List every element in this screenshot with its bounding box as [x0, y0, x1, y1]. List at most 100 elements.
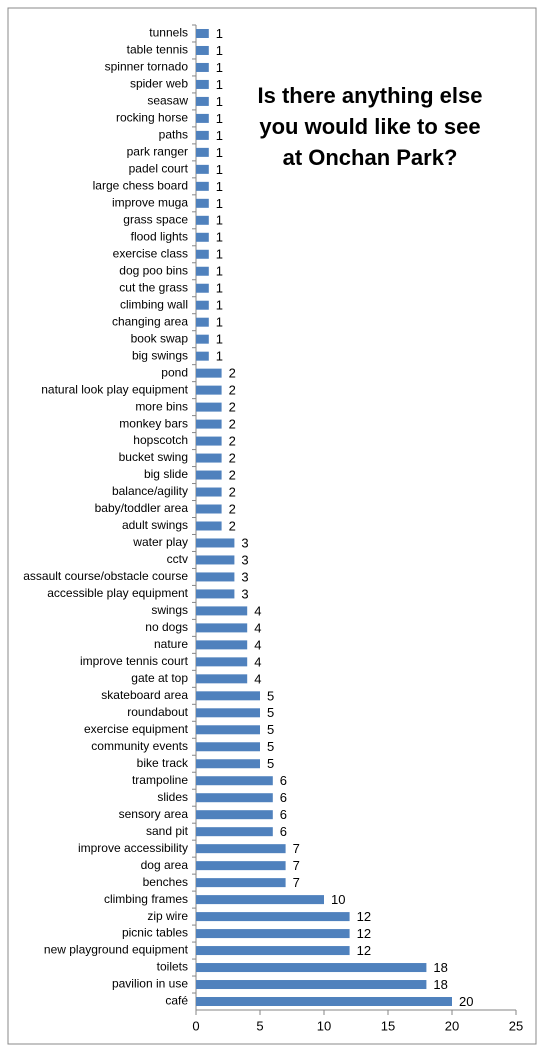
y-tick-label: bucket swing — [119, 450, 188, 464]
y-tick-label: assault course/obstacle course — [23, 569, 188, 583]
bar — [196, 980, 427, 990]
bar — [196, 232, 209, 242]
bar — [196, 657, 248, 667]
value-label: 5 — [267, 739, 274, 754]
bar — [196, 742, 260, 752]
y-tick-label: accessible play equipment — [47, 586, 188, 600]
bar — [196, 368, 222, 378]
bar — [196, 334, 209, 344]
y-tick-label: grass space — [123, 212, 188, 226]
bar — [196, 62, 209, 72]
y-tick-label: zip wire — [147, 909, 188, 923]
bar — [196, 589, 235, 599]
value-label: 1 — [216, 77, 223, 92]
y-tick-label: exercise class — [113, 246, 188, 260]
value-label: 5 — [267, 705, 274, 720]
value-label: 12 — [357, 926, 371, 941]
value-label: 12 — [357, 909, 371, 924]
bar — [196, 504, 222, 514]
value-label: 20 — [459, 994, 473, 1009]
bar — [196, 147, 209, 157]
y-tick-label: dog area — [141, 858, 189, 872]
bar — [196, 878, 286, 888]
y-tick-label: balance/agility — [112, 484, 188, 498]
y-tick-label: book swap — [131, 331, 189, 345]
bar — [196, 385, 222, 395]
y-tick-label: sand pit — [146, 824, 189, 838]
chart-border — [7, 7, 537, 1045]
value-label: 2 — [229, 484, 236, 499]
value-label: 1 — [216, 315, 223, 330]
y-tick-label: sensory area — [119, 807, 189, 821]
value-label: 1 — [216, 162, 223, 177]
y-tick-label: café — [165, 994, 188, 1008]
bar — [196, 28, 209, 38]
value-label: 4 — [254, 620, 261, 635]
value-label: 2 — [229, 417, 236, 432]
value-label: 10 — [331, 892, 345, 907]
y-tick-label: pond — [161, 365, 188, 379]
bar — [196, 946, 350, 956]
value-label: 1 — [216, 230, 223, 245]
x-tick-label: 25 — [509, 1018, 523, 1033]
y-tick-label: adult swings — [122, 518, 188, 532]
bar — [196, 793, 273, 803]
y-tick-label: slides — [157, 790, 188, 804]
y-tick-label: swings — [151, 603, 188, 617]
bar — [196, 997, 452, 1007]
value-label: 7 — [293, 875, 300, 890]
value-label: 1 — [216, 349, 223, 364]
value-label: 1 — [216, 264, 223, 279]
value-label: 2 — [229, 450, 236, 465]
y-tick-label: climbing wall — [120, 297, 188, 311]
value-label: 6 — [280, 790, 287, 805]
bar — [196, 844, 286, 854]
value-label: 1 — [216, 213, 223, 228]
bar — [196, 96, 209, 106]
bar — [196, 555, 235, 565]
y-tick-label: padel court — [129, 162, 189, 176]
y-tick-label: more bins — [135, 399, 188, 413]
value-label: 3 — [241, 552, 248, 567]
bar — [196, 487, 222, 497]
bar — [196, 419, 222, 429]
value-label: 1 — [216, 298, 223, 313]
y-tick-label: cut the grass — [119, 280, 188, 294]
value-label: 1 — [216, 111, 223, 126]
bar — [196, 113, 209, 123]
value-label: 1 — [216, 281, 223, 296]
y-tick-label: gate at top — [131, 671, 188, 685]
value-label: 2 — [229, 383, 236, 398]
y-tick-label: large chess board — [93, 179, 188, 193]
value-label: 6 — [280, 824, 287, 839]
x-tick-label: 20 — [445, 1018, 459, 1033]
value-label: 4 — [254, 654, 261, 669]
value-label: 18 — [433, 960, 447, 975]
bar — [196, 79, 209, 89]
y-tick-label: park ranger — [127, 145, 188, 159]
bar — [196, 45, 209, 55]
value-label: 5 — [267, 722, 274, 737]
value-label: 3 — [241, 569, 248, 584]
bar — [196, 708, 260, 718]
y-tick-label: cctv — [167, 552, 188, 566]
y-tick-label: improve tennis court — [80, 654, 189, 668]
value-label: 7 — [293, 841, 300, 856]
y-tick-label: roundabout — [127, 705, 188, 719]
y-tick-label: pavilion in use — [112, 977, 188, 991]
y-tick-label: seasaw — [147, 94, 188, 108]
value-label: 6 — [280, 807, 287, 822]
y-tick-label: bike track — [137, 756, 189, 770]
bar — [196, 538, 235, 548]
y-tick-label: hopscotch — [133, 433, 188, 447]
value-label: 7 — [293, 858, 300, 873]
y-tick-label: monkey bars — [119, 416, 188, 430]
bar — [196, 895, 324, 905]
x-tick-label: 5 — [256, 1018, 263, 1033]
bar — [196, 521, 222, 531]
value-label: 5 — [267, 756, 274, 771]
bar — [196, 640, 248, 650]
value-label: 1 — [216, 60, 223, 75]
value-label: 2 — [229, 518, 236, 533]
